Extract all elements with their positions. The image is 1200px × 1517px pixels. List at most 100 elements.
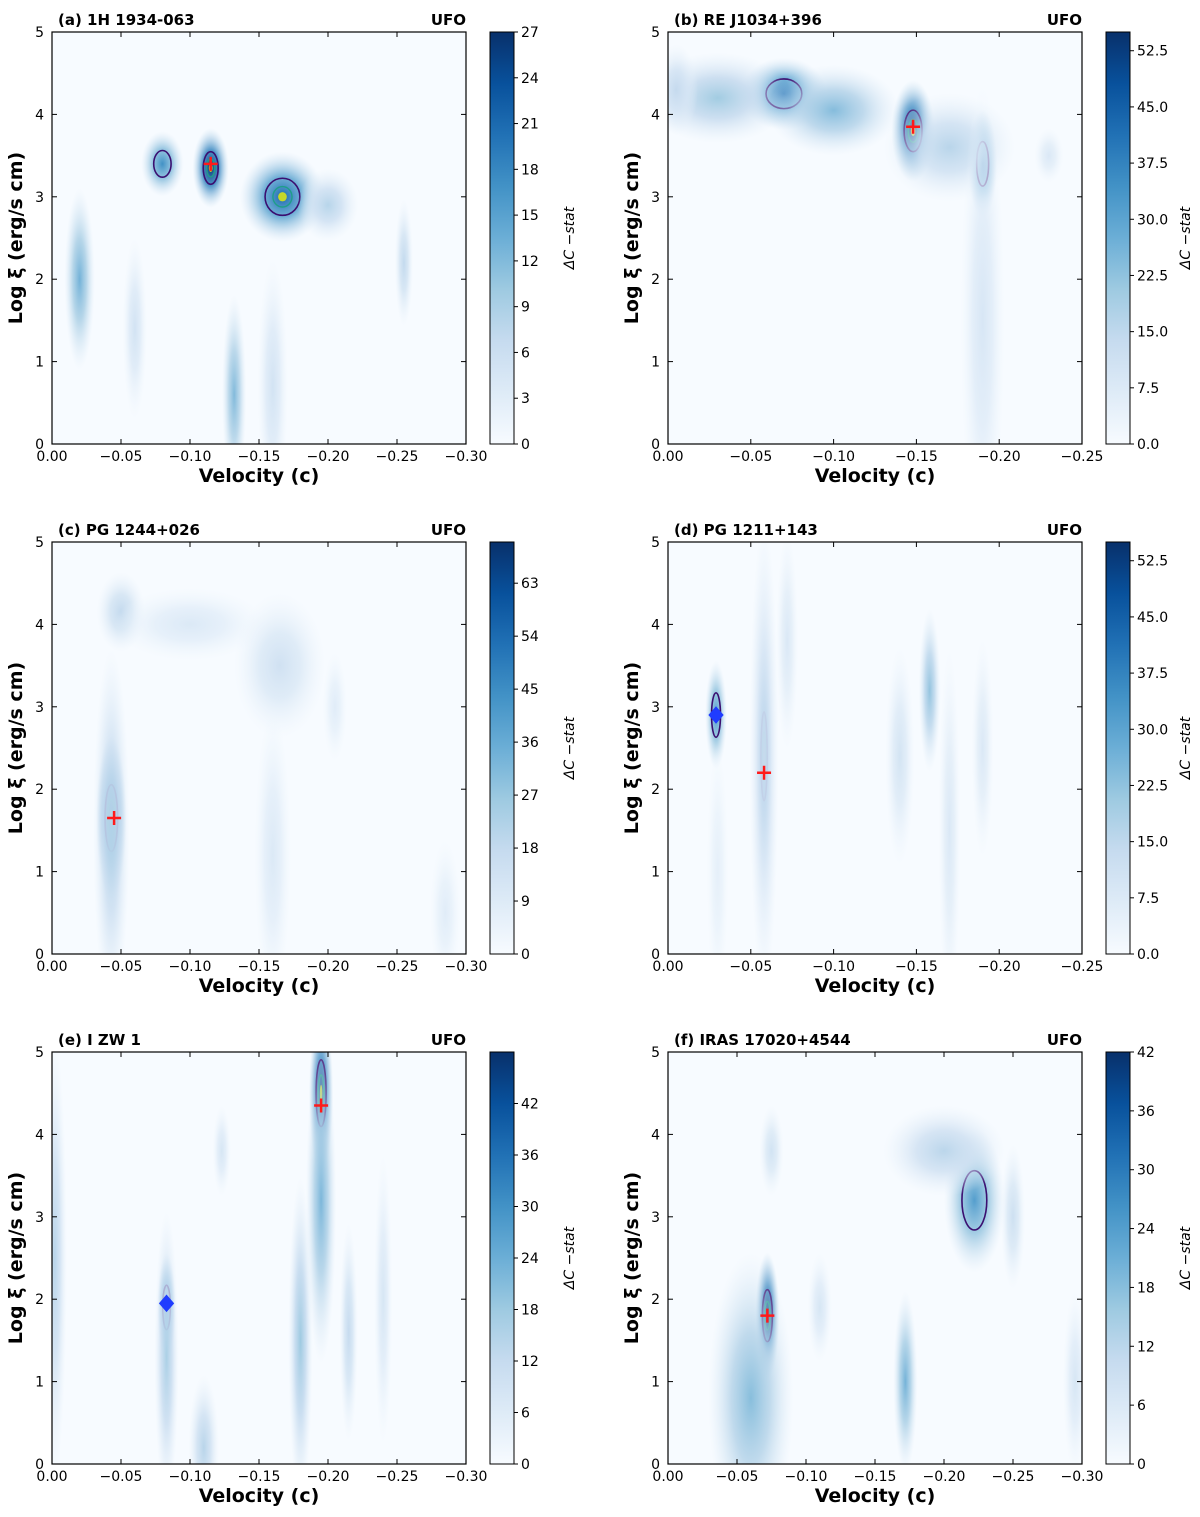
y-axis-label: Log ξ (erg/s cm) [621, 152, 643, 324]
x-tick-label: −0.05 [100, 1469, 143, 1485]
colorbar [1105, 1051, 1131, 1465]
chart-panel-e: 0.00 −0.05 −0.10 −0.15 −0.20 −0.25 −0.30012345… [5, 1031, 578, 1507]
y-axis-label: Log ξ (erg/s cm) [5, 662, 27, 834]
heatmap-blob [254, 710, 292, 954]
colorbar-tick-label: 18 [1137, 1280, 1155, 1296]
heatmap-blob [706, 744, 729, 954]
plot-background [52, 1052, 466, 1464]
contour-line [152, 149, 172, 178]
panel-title: (a) 1H 1934-063 [58, 11, 195, 29]
heatmap-blob [394, 199, 414, 327]
colorbar-tick-label: 15.0 [1137, 835, 1168, 851]
x-tick-label: −0.05 [729, 959, 772, 975]
y-tick-label: 5 [651, 1045, 660, 1061]
y-tick-label: 2 [35, 782, 44, 798]
heatmap-layer [668, 44, 1064, 444]
x-tick-label: −0.25 [376, 1469, 419, 1485]
colorbar-tick-label: 52.5 [1137, 554, 1168, 570]
colorbar-tick-label: 36 [521, 735, 539, 751]
colorbar-label: ΔC −stat [1178, 206, 1194, 270]
x-tick-label: −0.15 [238, 449, 281, 465]
y-tick-label: 2 [651, 782, 660, 798]
x-tick-label: −0.20 [307, 449, 350, 465]
colorbar-tick-label: 30 [1137, 1163, 1155, 1179]
x-tick-label: −0.15 [854, 1469, 897, 1485]
colorbar-tick-label: 37.5 [1137, 666, 1168, 682]
y-tick-label: 3 [35, 700, 44, 716]
colorbar-tick-label: 45.0 [1137, 610, 1168, 626]
y-tick-label: 3 [35, 1210, 44, 1226]
y-tick-label: 2 [651, 1292, 660, 1308]
heatmap-blob [885, 647, 915, 866]
heatmap-blob [749, 542, 779, 954]
y-tick-label: 5 [35, 1045, 44, 1061]
panel-title: (c) PG 1244+026 [58, 521, 200, 539]
model-label: UFO [1047, 521, 1082, 539]
heatmap-blob [807, 1253, 832, 1362]
y-tick-label: 1 [651, 1375, 660, 1391]
colorbar-tick-label: 15.0 [1137, 325, 1168, 341]
x-tick-label: −0.05 [729, 449, 772, 465]
y-tick-label: 0 [651, 947, 660, 963]
contour-peak [278, 192, 287, 202]
y-tick-label: 0 [35, 1457, 44, 1473]
heatmap-blob [768, 64, 900, 156]
y-tick-label: 1 [35, 1375, 44, 1391]
colorbar-tick-label: 12 [521, 254, 539, 270]
heatmap-blob [222, 294, 247, 444]
heatmap-layer [93, 572, 461, 954]
panel-title: (f) IRAS 17020+4544 [674, 1031, 851, 1049]
heatmap-blob [938, 649, 961, 954]
x-axis-label: Velocity (c) [199, 1485, 320, 1507]
colorbar-tick-label: 24 [1137, 1222, 1155, 1238]
y-tick-label: 1 [651, 865, 660, 881]
colorbar-tick-label: 24 [521, 71, 539, 87]
colorbar-tick-label: 45.0 [1137, 100, 1168, 116]
y-axis-label: Log ξ (erg/s cm) [5, 152, 27, 324]
y-tick-label: 1 [35, 355, 44, 371]
alt-fit-marker [158, 1294, 175, 1313]
colorbar-tick-label: 36 [521, 1148, 539, 1164]
colorbar-tick-label: 36 [1137, 1104, 1155, 1120]
colorbar-tick-label: 18 [521, 1303, 539, 1319]
colorbar-tick-label: 30.0 [1137, 722, 1168, 738]
x-tick-label: −0.05 [100, 449, 143, 465]
colorbar-label: ΔC −stat [1178, 716, 1194, 780]
y-tick-label: 3 [651, 1210, 660, 1226]
colorbar-label: ΔC −stat [562, 716, 578, 780]
x-tick-label: −0.30 [445, 1469, 488, 1485]
colorbar-label: ΔC −stat [562, 206, 578, 270]
x-tick-label: −0.25 [1061, 959, 1104, 975]
heatmap-blob [114, 588, 266, 661]
y-tick-label: 1 [35, 865, 44, 881]
colorbar-tick-label: 54 [521, 629, 539, 645]
heatmap-blob [668, 44, 699, 135]
heatmap-blob [374, 1154, 393, 1445]
heatmap-blob [1062, 1290, 1082, 1464]
colorbar-tick-label: 22.5 [1137, 778, 1168, 794]
y-tick-label: 5 [35, 25, 44, 41]
colorbar-tick-label: 0 [1137, 1457, 1146, 1473]
x-axis-label: Velocity (c) [199, 465, 320, 487]
y-axis-label: Log ξ (erg/s cm) [621, 662, 643, 834]
x-tick-label: −0.05 [716, 1469, 759, 1485]
colorbar-tick-label: 15 [521, 208, 539, 224]
heatmap-blob [430, 840, 461, 954]
x-tick-label: 0.00 [652, 959, 683, 975]
axes-frame [667, 541, 1083, 955]
colorbar [489, 1051, 515, 1465]
best-fit-marker [203, 156, 218, 171]
alt-fit-marker [708, 706, 724, 724]
heatmap-blob [234, 593, 326, 739]
heatmap-blob [188, 1375, 219, 1464]
heatmap-blob [759, 1105, 784, 1197]
heatmap-blob [257, 259, 288, 444]
colorbar-tick-label: 27 [521, 25, 539, 41]
heatmap-blob [893, 1290, 918, 1464]
chart-panel-f: 0.00 −0.05 −0.10 −0.15 −0.20 −0.25 −0.30012345… [621, 1031, 1194, 1507]
x-tick-label: −0.10 [169, 449, 212, 465]
panel-title: (b) RE J1034+396 [674, 11, 822, 29]
colorbar-tick-label: 12 [1137, 1339, 1155, 1355]
x-tick-label: −0.30 [1061, 1469, 1104, 1485]
colorbar-tick-label: 30.0 [1137, 212, 1168, 228]
